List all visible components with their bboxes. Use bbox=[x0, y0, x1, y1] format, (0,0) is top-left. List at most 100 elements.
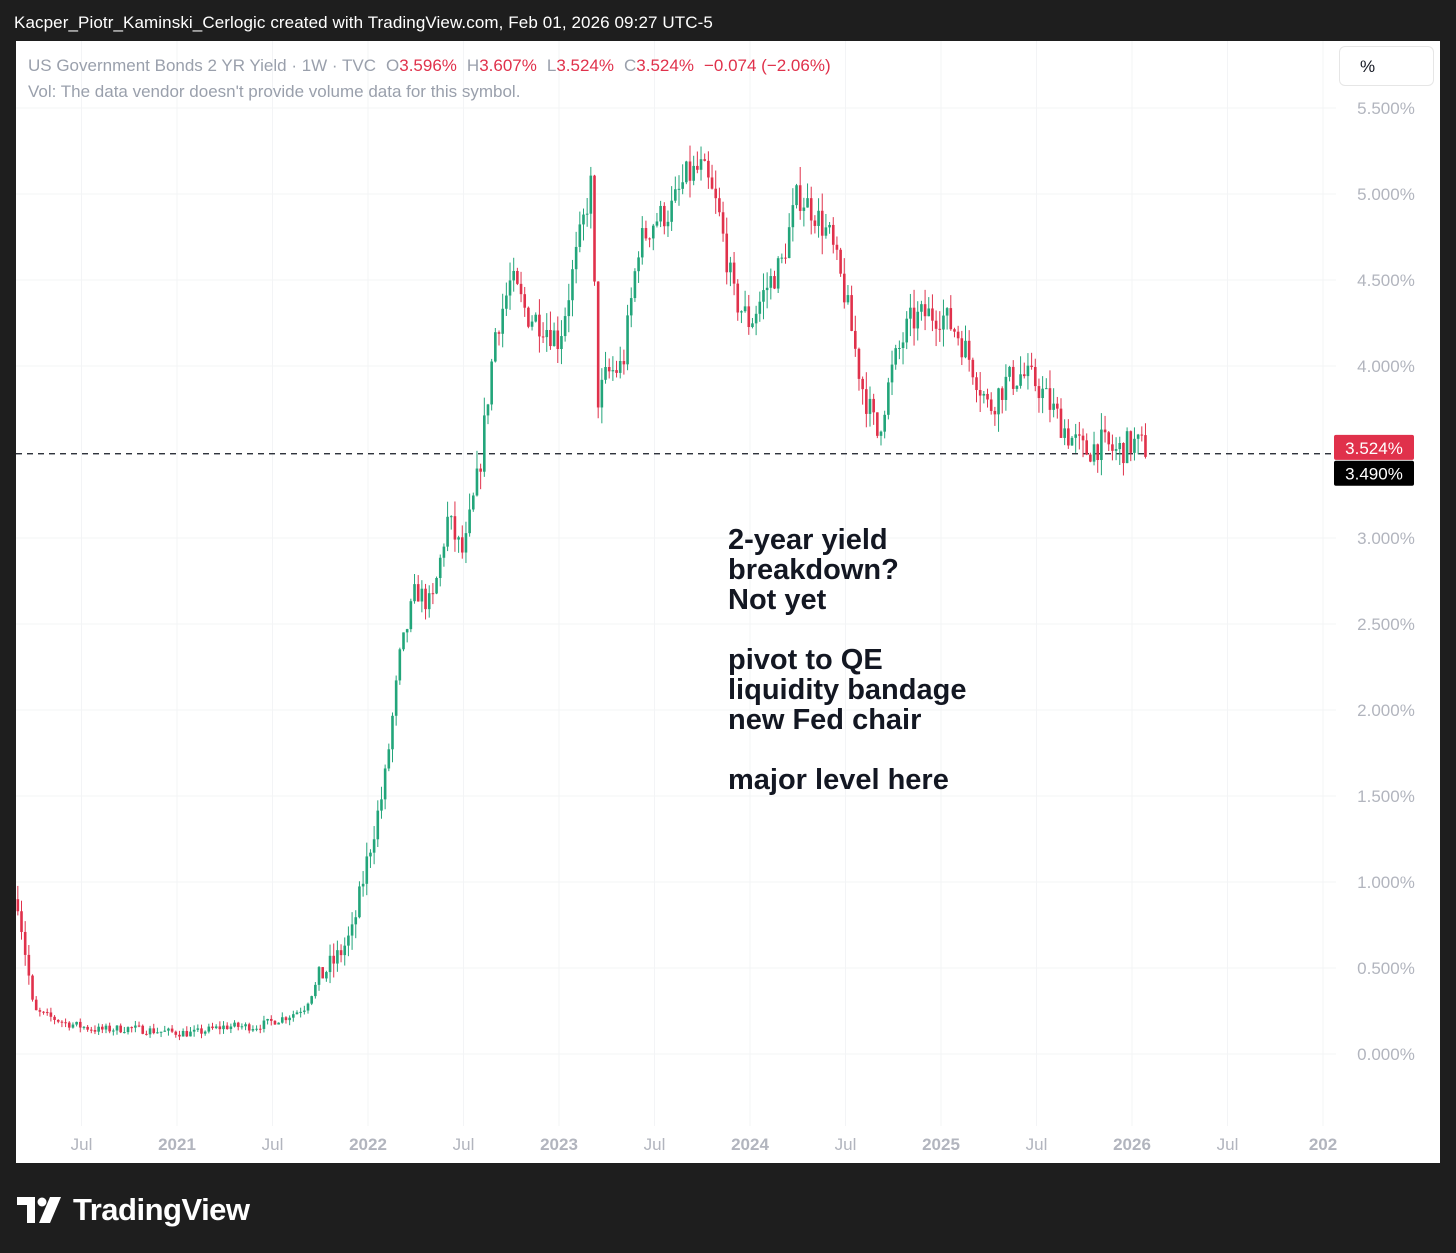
x-tick-label: 2023 bbox=[540, 1135, 578, 1154]
candle-body bbox=[156, 1032, 159, 1034]
candle-body bbox=[835, 244, 839, 250]
candle-body bbox=[721, 212, 725, 234]
candle-body bbox=[1030, 365, 1033, 367]
x-tick-label: Jul bbox=[262, 1135, 284, 1154]
candle-body bbox=[178, 1034, 181, 1037]
candle-body bbox=[93, 1030, 97, 1032]
candle-body bbox=[1089, 454, 1092, 462]
annotation-line: major level here bbox=[728, 764, 949, 796]
candle-body bbox=[633, 271, 637, 299]
y-tick-label: 0.000% bbox=[1357, 1045, 1415, 1064]
candle-body bbox=[887, 382, 890, 415]
candle-body bbox=[303, 1010, 306, 1012]
candle-body bbox=[1111, 444, 1114, 451]
candle-body bbox=[754, 313, 758, 324]
candle-body bbox=[398, 649, 402, 681]
candle-body bbox=[130, 1027, 133, 1029]
candle-body bbox=[729, 262, 732, 273]
candle-body bbox=[244, 1024, 247, 1027]
candle-body bbox=[372, 839, 376, 853]
candle-body bbox=[523, 294, 527, 308]
candle-body bbox=[1085, 440, 1088, 455]
y-tick-label: 2.500% bbox=[1357, 615, 1415, 634]
candle-body bbox=[989, 399, 993, 411]
candle-body bbox=[806, 198, 809, 208]
candle-body bbox=[501, 308, 504, 334]
candle-body bbox=[585, 213, 589, 215]
candle-body bbox=[189, 1031, 192, 1037]
candle-body bbox=[942, 315, 945, 330]
candle-body bbox=[200, 1028, 203, 1034]
candle-body bbox=[894, 348, 897, 365]
chart-panel[interactable]: 5.500% 5.000% 4.500% 4.000% 3.000% 2.500% 2.00… bbox=[16, 41, 1440, 1163]
candle-body bbox=[857, 348, 861, 379]
candle-body bbox=[670, 200, 673, 222]
candle-body bbox=[1140, 434, 1144, 436]
candle-body bbox=[34, 999, 38, 1011]
candle-body bbox=[967, 340, 971, 360]
candle-body bbox=[593, 175, 596, 282]
candle-body bbox=[67, 1022, 71, 1028]
candle-body bbox=[651, 225, 655, 239]
candle-body bbox=[431, 593, 435, 595]
candle-body bbox=[692, 165, 695, 181]
candle-body bbox=[872, 398, 875, 413]
candle-body bbox=[262, 1020, 266, 1029]
candle-body bbox=[1125, 431, 1129, 464]
candle-body bbox=[457, 537, 460, 540]
candle-body bbox=[222, 1025, 225, 1030]
candle-body bbox=[949, 308, 953, 330]
candle-body bbox=[325, 972, 328, 979]
candle-body bbox=[596, 281, 600, 408]
candle-body bbox=[181, 1030, 185, 1037]
price-chart[interactable]: 5.500% 5.000% 4.500% 4.000% 3.000% 2.500% 2.00… bbox=[16, 41, 1440, 1163]
candle-body bbox=[152, 1028, 156, 1034]
text-annotation[interactable]: 2-year yield breakdown? Not yet pivot to… bbox=[728, 525, 966, 795]
candle-body bbox=[1022, 374, 1026, 377]
candle-body bbox=[163, 1030, 167, 1032]
level-price-badge bbox=[1334, 460, 1414, 486]
chart-caption: Kacper_Piotr_Kaminski_Cerlogic created w… bbox=[14, 13, 713, 32]
candle-body bbox=[820, 210, 824, 236]
y-tick-label: 0.500% bbox=[1357, 959, 1415, 978]
candle-body bbox=[1122, 443, 1125, 464]
candle-body bbox=[292, 1014, 295, 1018]
tradingview-logo[interactable]: TradingView bbox=[17, 1190, 250, 1230]
symbol-legend: US Government Bonds 2 YR Yield · 1W · TV… bbox=[28, 56, 831, 76]
candle-body bbox=[791, 205, 795, 228]
candle-body bbox=[563, 316, 567, 337]
candle-body bbox=[347, 935, 350, 946]
candle-body bbox=[446, 516, 449, 547]
candle-body bbox=[1041, 388, 1044, 399]
candle-body bbox=[361, 883, 365, 887]
candle-body bbox=[956, 331, 960, 339]
candle-body bbox=[56, 1019, 60, 1022]
candle-body bbox=[626, 315, 629, 365]
candle-body bbox=[185, 1030, 189, 1037]
candle-body bbox=[905, 318, 909, 343]
candle-body bbox=[927, 308, 931, 317]
candle-body bbox=[475, 468, 479, 496]
candle-body bbox=[519, 283, 523, 295]
candle-body bbox=[1048, 388, 1052, 410]
candle-body bbox=[743, 306, 747, 312]
candle-body bbox=[42, 1011, 45, 1013]
x-tick-label: Jul bbox=[644, 1135, 666, 1154]
annotation-line: 2-year yield bbox=[728, 524, 888, 556]
annotation-line bbox=[728, 615, 966, 645]
y-tick-label: 1.000% bbox=[1357, 873, 1415, 892]
candle-body bbox=[236, 1022, 240, 1027]
candle-body bbox=[413, 584, 416, 602]
candle-body bbox=[975, 377, 978, 391]
candle-body bbox=[460, 537, 464, 553]
candle-body bbox=[233, 1022, 236, 1027]
percent-scale-button[interactable]: % bbox=[1339, 46, 1434, 86]
candle-body bbox=[530, 321, 534, 327]
candle-body bbox=[787, 227, 791, 259]
candle-body bbox=[986, 393, 989, 400]
candle-body bbox=[912, 307, 916, 329]
candle-body bbox=[571, 269, 574, 301]
candle-body bbox=[879, 431, 883, 436]
candle-body bbox=[203, 1031, 207, 1034]
candle-body bbox=[82, 1026, 86, 1028]
